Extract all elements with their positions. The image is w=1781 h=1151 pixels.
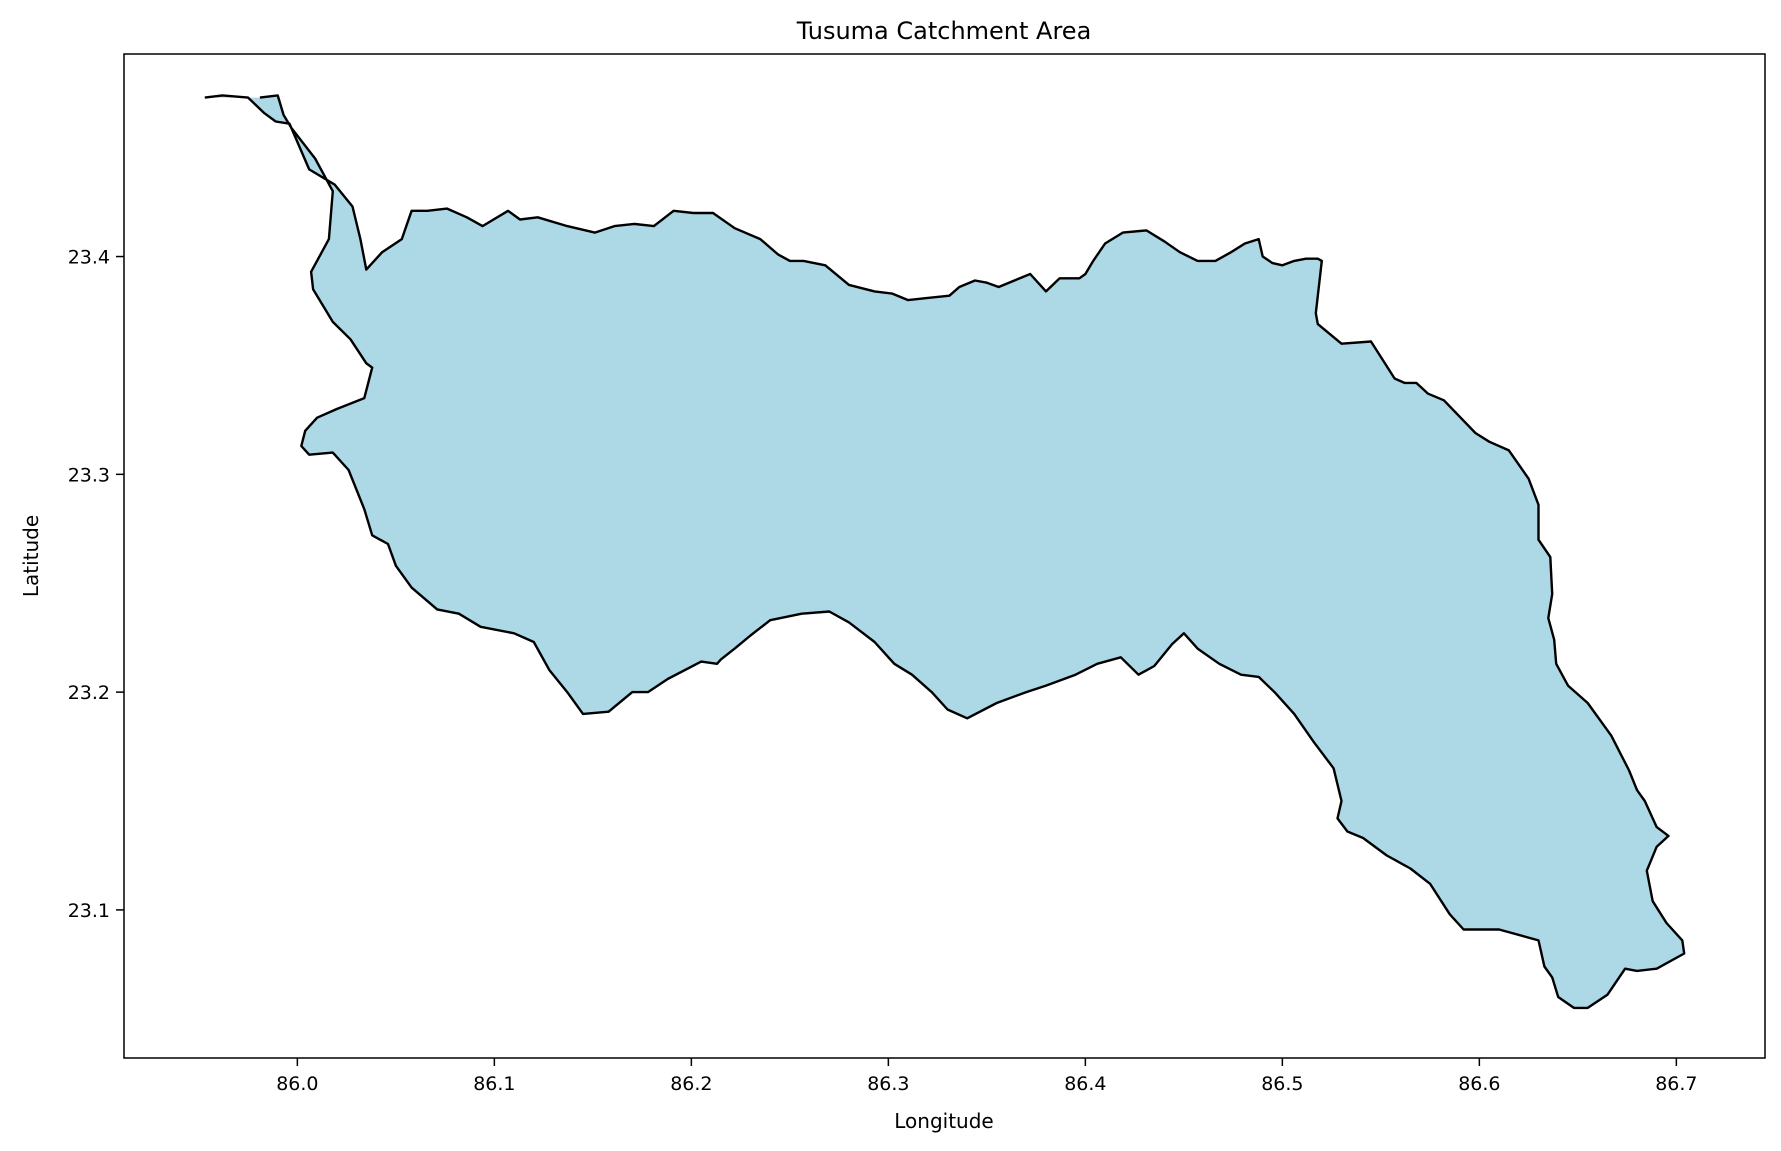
y-axis-label: Latitude — [19, 515, 43, 597]
x-tick-label: 86.1 — [473, 1073, 515, 1095]
x-tick-label: 86.0 — [276, 1073, 318, 1095]
x-tick-label: 86.2 — [670, 1073, 712, 1095]
catchment-polygon — [204, 94, 1686, 1010]
x-axis-label: Longitude — [894, 1109, 993, 1133]
x-tick-label: 86.3 — [867, 1073, 909, 1095]
chart-title: Tusuma Catchment Area — [796, 17, 1092, 45]
x-tick-label: 86.6 — [1458, 1073, 1500, 1095]
y-axis-ticks: 23.1 23.2 23.3 23.4 — [68, 247, 124, 922]
x-axis-ticks: 86.0 86.1 86.2 86.3 86.4 86.5 86.6 86.7 — [276, 1058, 1698, 1095]
y-tick-label: 23.2 — [68, 682, 110, 704]
plot-axes: 86.0 86.1 86.2 86.3 86.4 86.5 86.6 86.7 23.123.… — [68, 53, 1766, 1095]
y-tick-label: 23.3 — [68, 464, 110, 486]
x-tick-label: 86.4 — [1064, 1073, 1106, 1095]
x-tick-label: 86.7 — [1655, 1073, 1697, 1095]
axes-frame — [123, 53, 1766, 1059]
y-tick-label: 23.4 — [68, 247, 110, 269]
x-tick-label: 86.5 — [1261, 1073, 1303, 1095]
y-tick-label: 23.1 — [68, 900, 110, 922]
